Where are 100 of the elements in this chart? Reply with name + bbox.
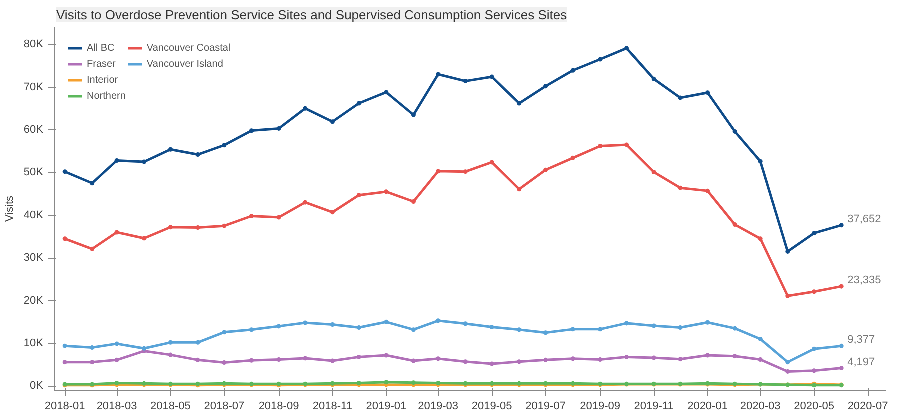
point xyxy=(276,324,282,329)
point xyxy=(786,294,790,298)
point xyxy=(411,199,416,204)
point xyxy=(384,190,389,194)
point xyxy=(839,344,844,348)
point xyxy=(624,142,630,148)
point xyxy=(384,380,389,385)
point xyxy=(598,144,603,148)
x-tick-label: 2018-07 xyxy=(204,400,245,412)
x-tick-label: 2019-03 xyxy=(418,400,459,412)
y-tick-label: 80K xyxy=(24,38,44,51)
point xyxy=(330,120,335,124)
point xyxy=(303,106,308,111)
point xyxy=(222,360,227,365)
y-axis-title: Visits xyxy=(4,195,16,222)
y-tick-label: 50K xyxy=(24,166,44,179)
chart-title: Visits to Overdose Prevention Service Sites and Supervised Consumption Services Sites xyxy=(56,8,568,22)
point xyxy=(436,169,441,174)
point xyxy=(812,290,817,294)
x-tick-label: 2018-03 xyxy=(96,400,138,412)
point xyxy=(732,222,738,228)
point xyxy=(142,160,147,164)
point xyxy=(786,360,790,365)
x-tick-label: 2019-07 xyxy=(526,400,566,412)
point xyxy=(90,360,95,365)
point xyxy=(652,76,656,82)
point xyxy=(436,356,441,362)
point xyxy=(517,360,522,364)
point xyxy=(330,358,335,364)
point xyxy=(384,90,389,95)
y-tick-label: 0K xyxy=(30,380,44,392)
point xyxy=(732,354,738,359)
y-tick-label: 10K xyxy=(24,338,44,350)
point xyxy=(624,354,630,360)
point xyxy=(62,360,68,365)
point xyxy=(706,188,710,194)
y-tick-label: 60K xyxy=(24,124,44,136)
point xyxy=(249,128,254,134)
point xyxy=(758,236,763,242)
legend-label: All BC xyxy=(87,42,115,55)
data-label: 23,335 xyxy=(848,274,882,287)
point xyxy=(411,328,416,332)
point xyxy=(544,84,548,89)
point xyxy=(222,143,227,148)
point xyxy=(249,358,254,363)
point xyxy=(90,346,95,350)
point xyxy=(222,224,227,228)
legend-label: Vancouver Island xyxy=(146,58,224,71)
point xyxy=(570,156,576,160)
point xyxy=(436,318,441,324)
point xyxy=(463,360,468,364)
legend-label: Fraser xyxy=(87,58,116,71)
data-label: 4,197 xyxy=(848,356,876,368)
y-tick-label: 30K xyxy=(24,252,44,264)
point xyxy=(570,68,576,73)
point xyxy=(222,330,227,335)
point xyxy=(356,101,362,106)
point xyxy=(249,328,254,332)
point xyxy=(330,210,335,215)
point xyxy=(678,186,683,190)
point xyxy=(490,362,494,366)
point xyxy=(196,358,200,362)
point xyxy=(90,246,95,252)
point xyxy=(168,352,173,358)
point xyxy=(330,322,335,327)
data-label: 37,652 xyxy=(848,213,882,226)
point xyxy=(758,337,763,342)
point xyxy=(356,193,362,198)
point xyxy=(839,366,844,371)
legend-label: Vancouver Coastal xyxy=(146,42,231,55)
point xyxy=(732,326,738,331)
point xyxy=(839,223,844,228)
point xyxy=(114,358,120,362)
point xyxy=(706,353,710,358)
point xyxy=(114,230,120,235)
point xyxy=(598,327,603,332)
point xyxy=(598,358,603,362)
point xyxy=(758,358,763,362)
point xyxy=(517,187,522,192)
point xyxy=(812,368,817,374)
point xyxy=(62,236,68,242)
point xyxy=(142,236,147,241)
point xyxy=(732,129,738,134)
point xyxy=(356,354,362,360)
point xyxy=(490,325,494,330)
point xyxy=(276,126,282,131)
x-tick-label: 2020-07 xyxy=(848,400,888,412)
point xyxy=(249,214,254,219)
point xyxy=(196,152,200,158)
point xyxy=(384,353,389,358)
point xyxy=(678,96,683,100)
point xyxy=(598,57,603,62)
x-tick-label: 2020-01 xyxy=(688,400,728,412)
point xyxy=(276,358,282,362)
point xyxy=(678,357,683,362)
point xyxy=(517,101,522,106)
point xyxy=(706,90,710,96)
y-tick-label: 40K xyxy=(24,209,44,222)
point xyxy=(786,249,790,254)
point xyxy=(624,321,630,326)
